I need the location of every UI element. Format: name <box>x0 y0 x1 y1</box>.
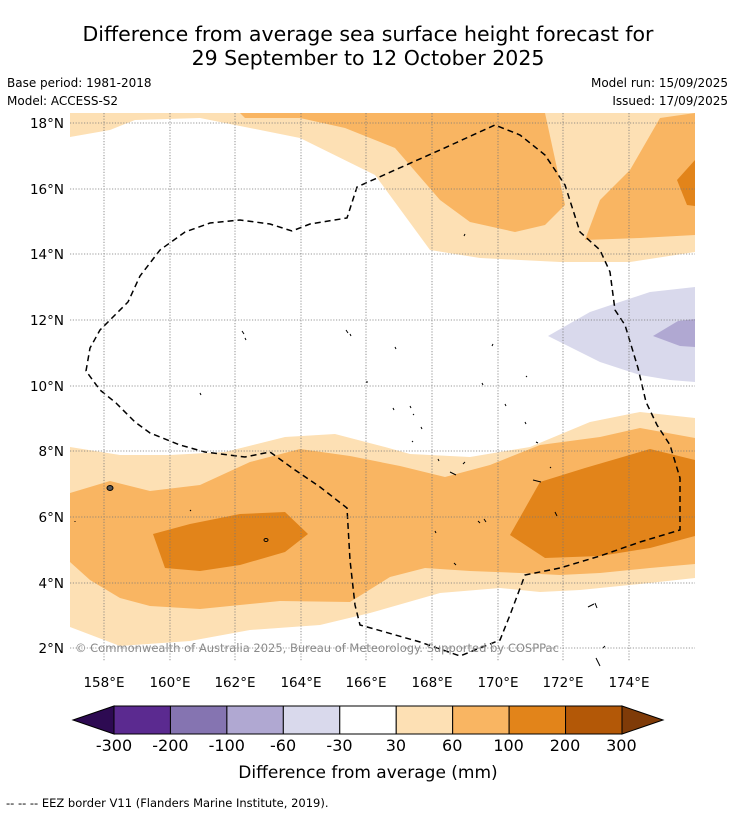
contour-neg-30 <box>548 287 695 382</box>
colorbar-tick: 60 <box>442 736 462 755</box>
lon-tick-label: 174°E <box>608 675 649 691</box>
contour-neg-60 <box>653 319 695 347</box>
colorbar: -300 -200 -100 -60 -30 30 60 100 200 300… <box>71 705 665 783</box>
issued-date: Issued: 17/09/2025 <box>612 94 728 108</box>
colorbar-segment <box>169 705 228 735</box>
contour-north-60b <box>585 113 695 240</box>
meta-right: Model run: 15/09/2025 Issued: 17/09/2025 <box>591 74 728 110</box>
lat-tick-label: 10°N <box>30 379 64 395</box>
contour-north-60a <box>240 113 565 232</box>
lon-labels: 158°E 160°E 162°E 164°E 166°E 168°E 170°… <box>83 675 649 691</box>
lon-tick-label: 168°E <box>411 675 452 691</box>
model-run: Model run: 15/09/2025 <box>590 76 728 90</box>
colorbar-tick: 30 <box>386 736 406 755</box>
lat-tick-label: 6°N <box>39 510 64 526</box>
colorbar-tick: -100 <box>209 736 245 755</box>
islands <box>74 233 606 667</box>
colorbar-arrow-low <box>71 705 115 735</box>
colorbar-segment <box>226 705 284 735</box>
gridlines <box>70 113 695 661</box>
colorbar-segment <box>339 705 397 735</box>
colorbar-segment <box>565 705 623 735</box>
colorbar-segment <box>452 705 510 735</box>
map-title: Difference from average sea surface heig… <box>0 22 736 70</box>
lat-tick-label: 14°N <box>30 247 64 263</box>
colorbar-tick: -300 <box>96 736 132 755</box>
colorbar-segment <box>282 705 341 735</box>
colorbar-tick: 300 <box>606 736 637 755</box>
contour-south-100a <box>153 512 308 571</box>
lon-tick-label: 166°E <box>345 675 386 691</box>
lon-tick-label: 160°E <box>149 675 190 691</box>
base-period: Base period: 1981-2018 <box>7 76 152 90</box>
lat-labels: 18°N 16°N 14°N 12°N 10°N 8°N 6°N 4°N 2°N <box>30 116 64 657</box>
lon-tick-label: 158°E <box>83 675 124 691</box>
contour-south-100b <box>510 449 695 558</box>
lon-tick-label: 170°E <box>477 675 518 691</box>
contour-north-100 <box>677 160 695 206</box>
colorbar-tick: 100 <box>493 736 524 755</box>
lat-tick-label: 2°N <box>39 641 64 657</box>
lon-tick-label: 164°E <box>280 675 321 691</box>
colorbar-segment <box>395 705 454 735</box>
copyright-text: © Commonwealth of Australia 2025, Bureau… <box>75 641 559 655</box>
lon-tick-label: 172°E <box>542 675 583 691</box>
colorbar-tick: -60 <box>270 736 296 755</box>
colorbar-arrow-high <box>621 705 665 735</box>
colorbar-segment <box>508 705 567 735</box>
eez-footnote: -- -- -- EEZ border V11 (Flanders Marine… <box>6 796 329 810</box>
lat-tick-label: 18°N <box>30 116 64 132</box>
colorbar-tick: -30 <box>326 736 352 755</box>
lat-tick-label: 8°N <box>39 444 64 460</box>
lat-tick-label: 12°N <box>30 313 64 329</box>
eez-border <box>85 124 681 657</box>
meta-left: Base period: 1981-2018 Model: ACCESS-S2 <box>7 74 152 110</box>
anomaly-field <box>70 113 695 646</box>
lon-tick-label: 162°E <box>214 675 255 691</box>
colorbar-tick: 200 <box>550 736 581 755</box>
lat-tick-label: 4°N <box>39 576 64 592</box>
title-line-2: 29 September to 12 October 2025 <box>191 46 545 70</box>
lat-tick-label: 16°N <box>30 182 64 198</box>
colorbar-segment <box>113 705 171 735</box>
title-line-1: Difference from average sea surface heig… <box>82 22 654 46</box>
colorbar-label: Difference from average (mm) <box>238 763 497 783</box>
colorbar-tick: -200 <box>152 736 188 755</box>
model-name: Model: ACCESS-S2 <box>7 94 119 108</box>
